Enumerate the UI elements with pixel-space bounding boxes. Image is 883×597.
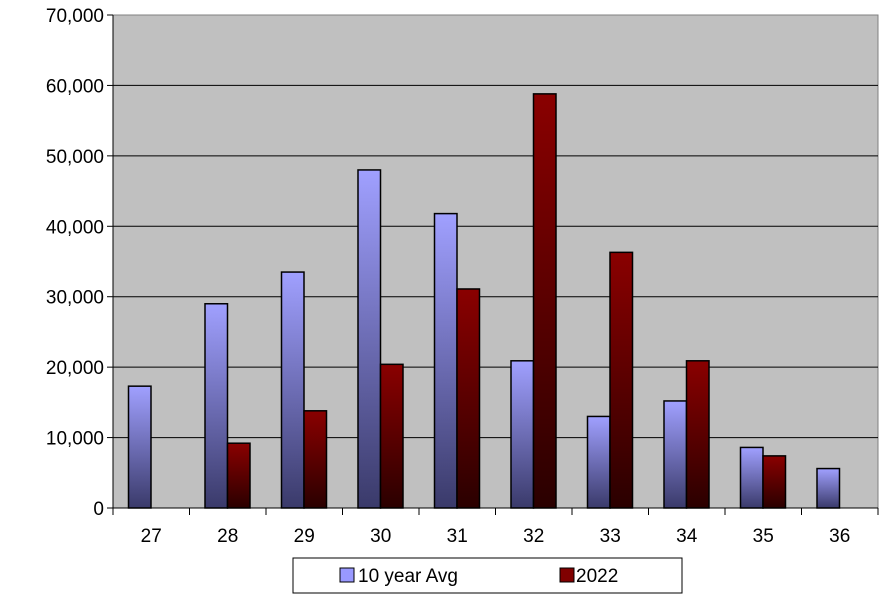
y-axis-ticks: 0 10,000 20,000 30,000 40,000 50,000 60,000 70,… — [46, 6, 113, 520]
bar-s2022-31 — [456, 288, 481, 509]
bar-avg-31 — [433, 212, 458, 509]
legend-swatch-10-year-avg — [339, 567, 355, 583]
bar-s2022-32 — [532, 93, 557, 509]
y-tick-label: 30,000 — [46, 288, 104, 309]
bar-s2022-34 — [685, 360, 710, 509]
x-tick-label-36: 36 — [829, 526, 850, 547]
bar-avg-36 — [816, 467, 841, 509]
y-tick-label: 10,000 — [46, 429, 104, 450]
x-tick-label-27: 27 — [141, 526, 162, 547]
gridlines — [113, 84, 878, 439]
y-tick-label: 50,000 — [46, 147, 104, 168]
bar-avg-30 — [357, 169, 382, 509]
bar-avg-32 — [510, 360, 535, 509]
bar-avg-29 — [280, 271, 305, 509]
bar-s2022-30 — [379, 363, 404, 509]
bar-avg-33 — [586, 415, 611, 509]
x-tick-label-30: 30 — [370, 526, 391, 547]
legend-box — [292, 557, 683, 594]
plot-area — [112, 14, 879, 509]
bar-s2022-33 — [609, 251, 634, 509]
y-tick-label: 70,000 — [46, 6, 104, 27]
legend-swatch-2022 — [559, 567, 575, 583]
x-tick-label-33: 33 — [600, 526, 621, 547]
x-tick-label-31: 31 — [447, 526, 468, 547]
bar-s2022-28 — [226, 442, 251, 509]
bar-avg-34 — [663, 400, 688, 509]
bar-avg-28 — [204, 303, 229, 509]
y-tick-label: 0 — [93, 499, 104, 520]
y-tick-label: 40,000 — [46, 217, 104, 238]
bar-avg-35 — [739, 446, 764, 509]
legend-label-2022: 2022 — [576, 566, 618, 587]
legend: 10 year Avg 2022 — [292, 557, 683, 594]
y-tick-label: 60,000 — [46, 76, 104, 97]
y-tick-label: 20,000 — [46, 358, 104, 379]
x-tick-label-34: 34 — [676, 526, 698, 547]
bars — [127, 93, 841, 509]
x-tick-label-32: 32 — [523, 526, 544, 547]
bar-s2022-29 — [303, 410, 328, 509]
x-tick-label-29: 29 — [294, 526, 315, 547]
x-tick-label-28: 28 — [217, 526, 238, 547]
legend-label-10-year-avg: 10 year Avg — [358, 566, 458, 587]
bar-s2022-35 — [762, 455, 787, 509]
bar-avg-27 — [127, 385, 152, 509]
x-tick-label-35: 35 — [753, 526, 774, 547]
x-axis-ticks: 27 28 29 30 31 32 33 34 35 36 — [112, 508, 879, 547]
